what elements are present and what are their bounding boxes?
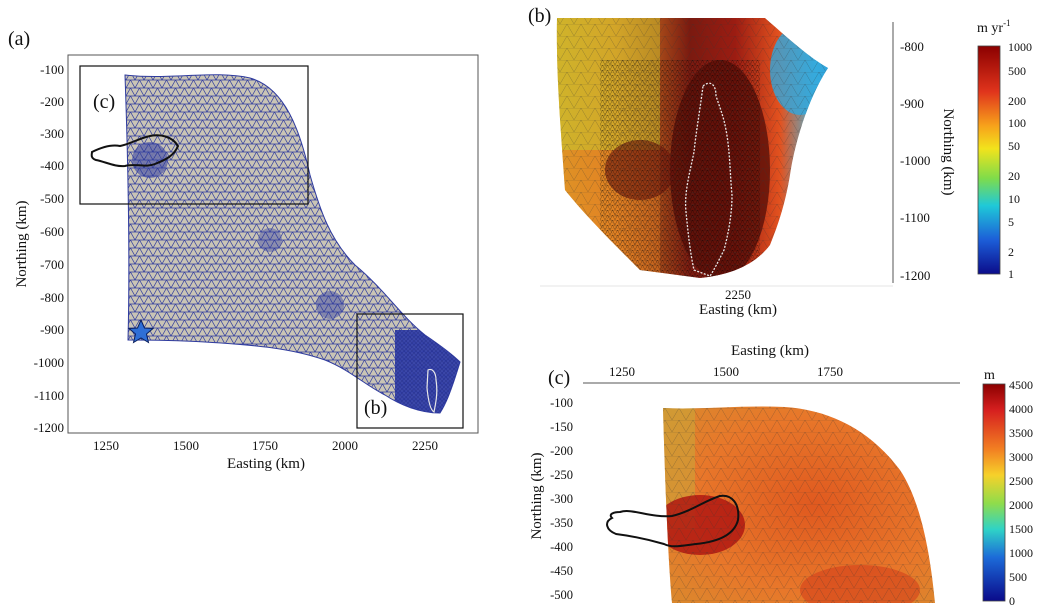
c-cbar-tick: 500 (1009, 570, 1027, 584)
a-ytick: -500 (40, 191, 64, 206)
inset-b-label: (b) (364, 397, 387, 419)
panel-a-xaxis: 1250 1500 1750 2000 2250 (93, 438, 438, 453)
c-ylabel: Northing (km) (529, 452, 545, 539)
lake-outline-c (606, 494, 740, 548)
b-cbar-tick: 100 (1008, 116, 1026, 130)
c-ytick: -500 (550, 588, 573, 602)
a-ytick: -700 (40, 257, 64, 272)
b-cbar-tick: 500 (1008, 64, 1026, 78)
panel-c: (c) Easting (km) 1250 1500 1750 -100 -15… (529, 343, 1033, 607)
b-cbar-tick: 1000 (1008, 40, 1032, 54)
outlet-outline-a (426, 368, 438, 413)
b-ytick: -900 (900, 96, 924, 111)
inset-c-box (79, 65, 309, 205)
b-cbar-tick: 200 (1008, 94, 1026, 108)
b-cbar-tick: 20 (1008, 169, 1020, 183)
c-xtick: 1500 (713, 364, 739, 379)
panel-a-yaxis: -100 -200 -300 -400 -500 -600 -700 -800 … (34, 62, 64, 435)
c-cbar-tick: 2500 (1009, 474, 1033, 488)
a-ytick: -200 (40, 94, 64, 109)
c-ytick: -150 (550, 420, 573, 434)
c-ytick: -400 (550, 540, 573, 554)
a-ytick: -900 (40, 322, 64, 337)
colorbar-b-title: m yr-1 (977, 18, 1011, 36)
c-xtick: 1250 (609, 364, 635, 379)
inset-b-box (356, 313, 464, 429)
c-cbar-tick: 4500 (1009, 378, 1033, 392)
a-ylabel: Northing (km) (14, 200, 30, 287)
c-ytick: -350 (550, 516, 573, 530)
a-xlabel: Easting (km) (227, 456, 305, 472)
panel-b-label: (b) (528, 5, 551, 27)
a-ytick: -300 (40, 126, 64, 141)
a-xtick: 2000 (332, 438, 358, 453)
panel-a-frame (67, 54, 479, 434)
a-ytick: -400 (40, 158, 64, 173)
c-cbar-tick: 1000 (1009, 546, 1033, 560)
panel-a: (a) (c) (b) -100 -200 -300 -400 -50 (8, 28, 479, 472)
a-xtick: 2250 (412, 438, 438, 453)
mesh-domain (124, 74, 461, 414)
colorbar-c-title: m (984, 368, 995, 383)
c-cbar-tick: 1500 (1009, 522, 1033, 536)
c-cbar-tick: 4000 (1009, 402, 1033, 416)
colorbar-b: m yr-1 1000 500 200 100 50 20 10 5 2 1 (977, 18, 1032, 281)
inset-c-label: (c) (93, 91, 115, 113)
b-ytick: -1200 (900, 268, 930, 283)
b-ytick: -1100 (900, 210, 930, 225)
c-xtick: 1750 (817, 364, 843, 379)
a-ytick: -1100 (34, 388, 64, 403)
panel-b: (b) -800 -900 -1000 -1100 -1200 Northing… (528, 5, 1032, 318)
c-ytick: -100 (550, 396, 573, 410)
b-cbar-tick: 10 (1008, 192, 1020, 206)
colorbar-c: m 4500 4000 3500 3000 2500 2000 1500 100… (982, 368, 1033, 607)
b-cbar-tick: 1 (1008, 267, 1014, 281)
c-ytick: -250 (550, 468, 573, 482)
c-cbar-tick: 0 (1009, 594, 1015, 607)
a-ytick: -100 (40, 62, 64, 77)
a-ytick: -800 (40, 290, 64, 305)
a-ytick: -600 (40, 224, 64, 239)
panel-a-label: (a) (8, 28, 30, 50)
b-cbar-tick: 50 (1008, 139, 1020, 153)
c-cbar-tick: 2000 (1009, 498, 1033, 512)
a-xtick: 1500 (173, 438, 199, 453)
panel-c-label: (c) (548, 367, 570, 389)
a-xtick: 1750 (252, 438, 278, 453)
c-ytick: -200 (550, 444, 573, 458)
c-ytick: -300 (550, 492, 573, 506)
c-ytick: -450 (550, 564, 573, 578)
lake-outline-a (90, 134, 180, 168)
b-ytick: -800 (900, 39, 924, 54)
b-ylabel: Northing (km) (940, 108, 956, 195)
velocity-field (556, 18, 828, 278)
a-ytick: -1200 (34, 420, 64, 435)
c-cbar-tick: 3000 (1009, 450, 1033, 464)
b-xtick: 2250 (725, 287, 751, 302)
lake-outline-b (684, 82, 733, 277)
thickness-field (663, 406, 935, 603)
b-cbar-tick: 2 (1008, 245, 1014, 259)
a-xtick: 1250 (93, 438, 119, 453)
b-ytick: -1000 (900, 153, 930, 168)
c-cbar-tick: 3500 (1009, 426, 1033, 440)
b-xlabel: Easting (km) (699, 302, 777, 318)
star-marker (127, 318, 155, 344)
b-cbar-tick: 5 (1008, 215, 1014, 229)
c-xlabel: Easting (km) (731, 343, 809, 359)
a-ytick: -1000 (34, 355, 64, 370)
